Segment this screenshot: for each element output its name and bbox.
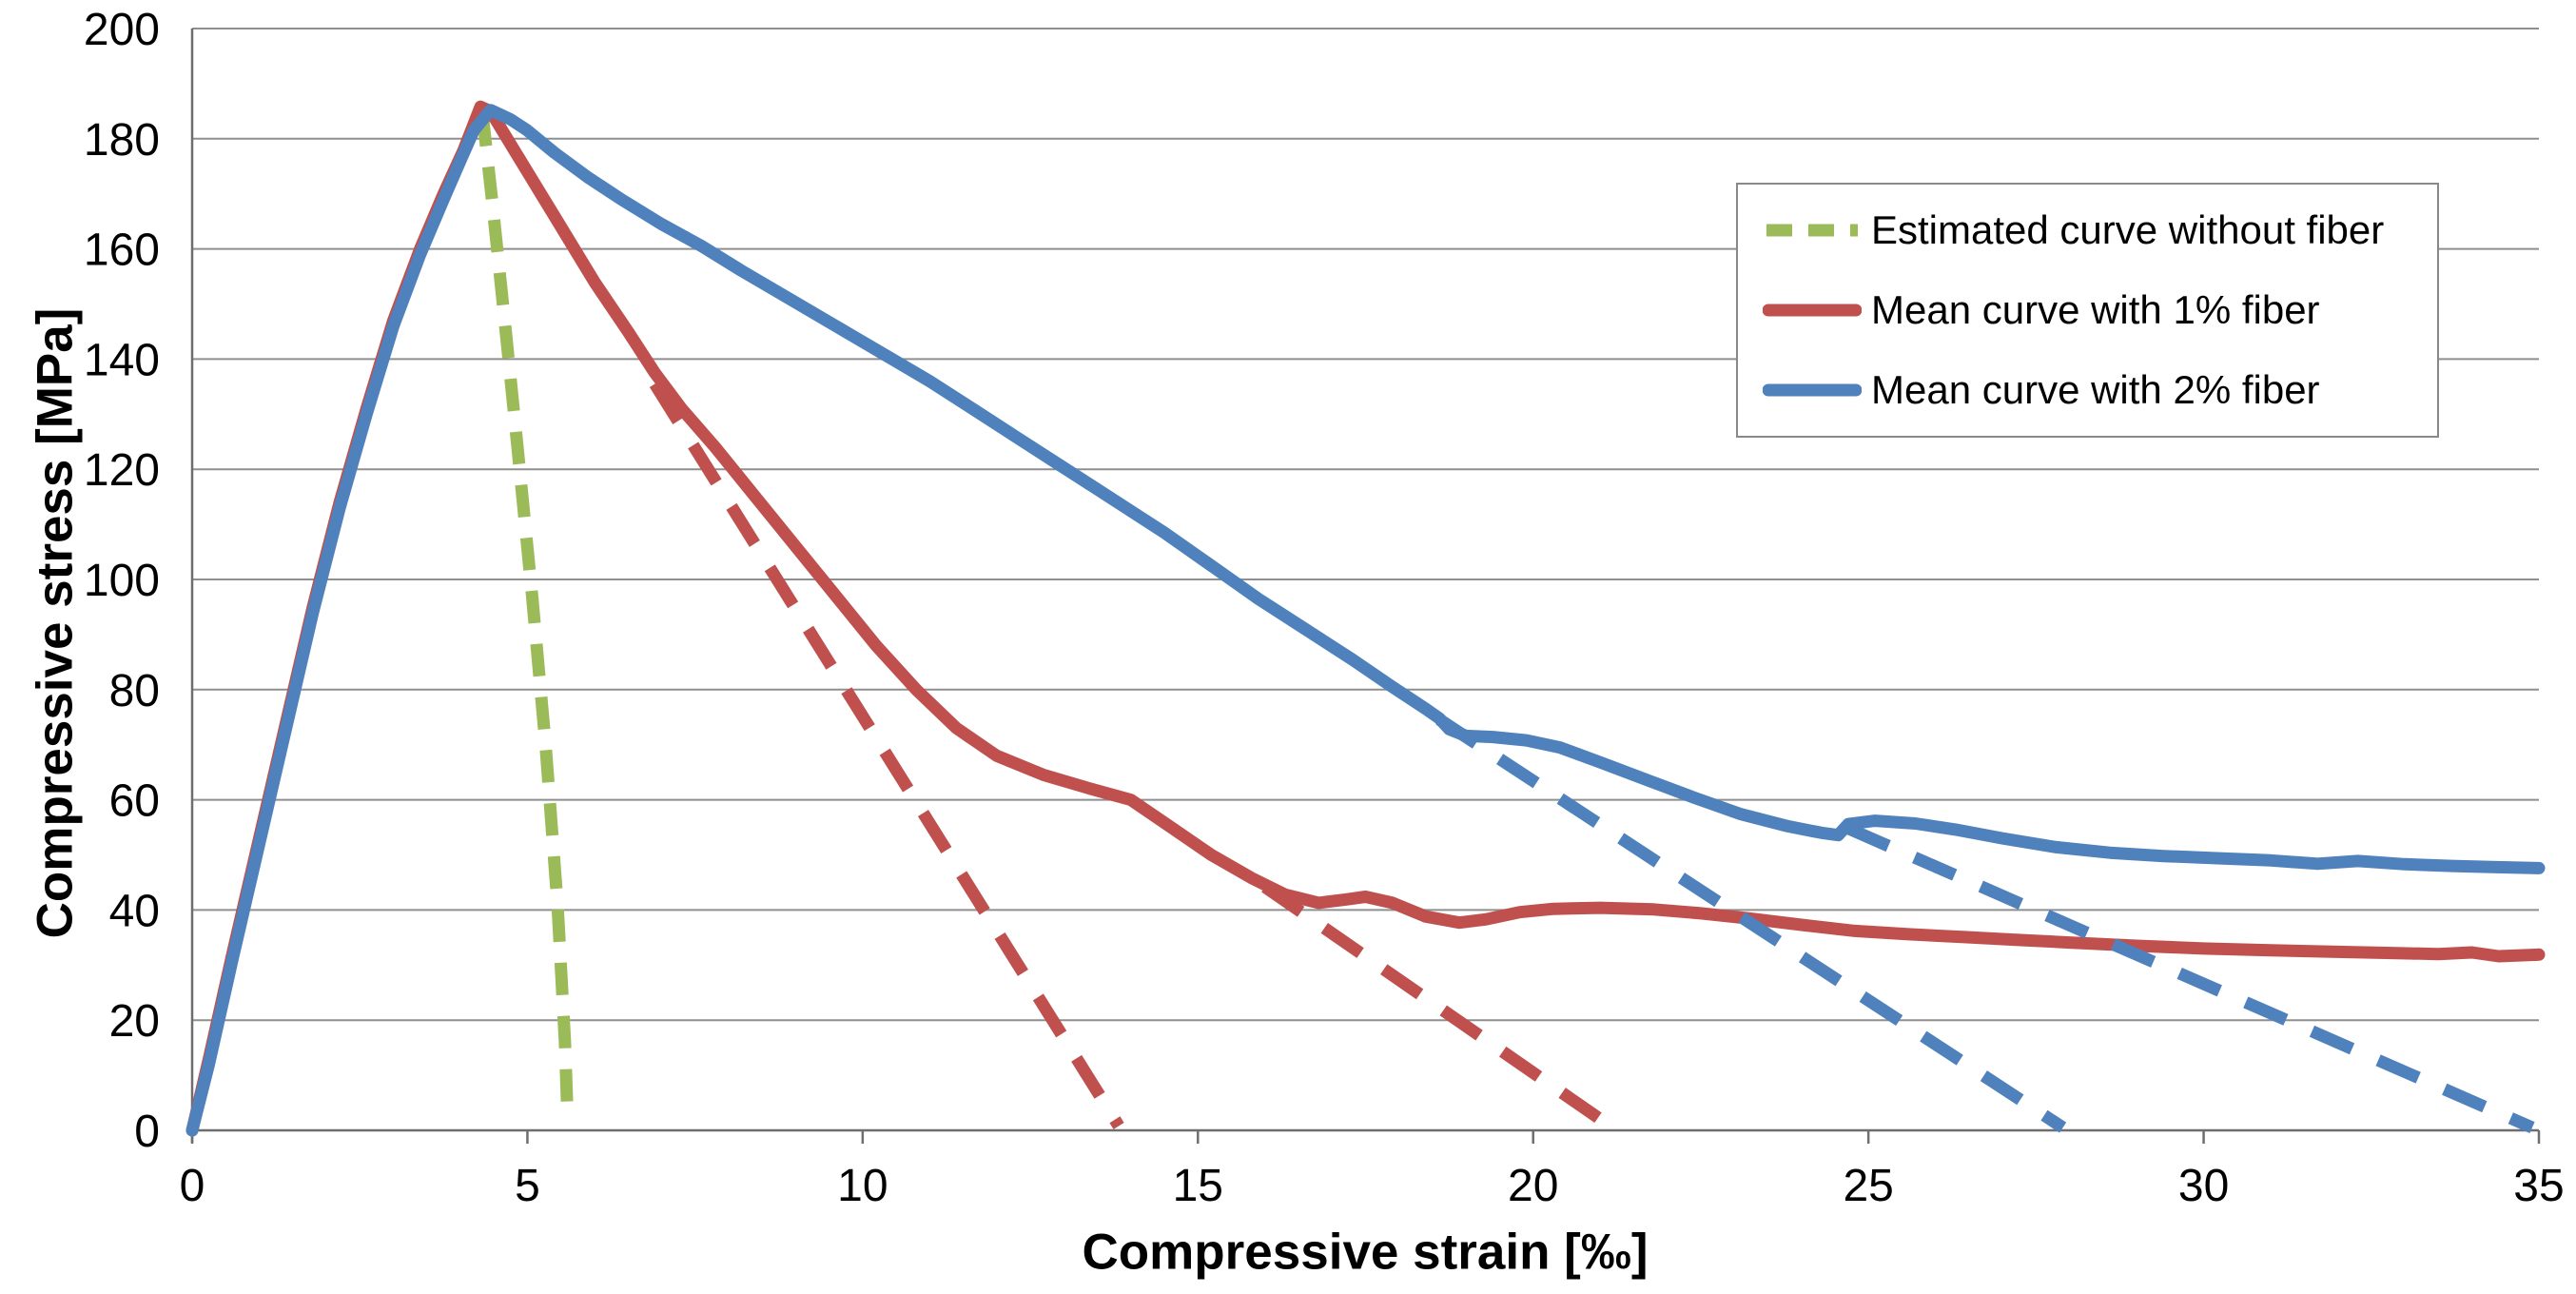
x-tick-label: 25 <box>1843 1161 1893 1211</box>
y-tick-label: 0 <box>134 1107 160 1157</box>
y-tick-label: 40 <box>109 886 160 936</box>
y-tick-label: 100 <box>84 556 160 606</box>
y-axis-title: Compressive stress [MPa] <box>27 307 84 939</box>
series-blue-unloading-branch-2 <box>1845 822 2535 1134</box>
legend-item-mean-1pct-fiber: Mean curve with 1% fiber <box>1763 287 2437 333</box>
x-tick-label: 10 <box>837 1161 888 1211</box>
x-tick-label: 30 <box>2178 1161 2229 1211</box>
legend-item-mean-2pct-fiber: Mean curve with 2% fiber <box>1763 367 2437 413</box>
series-blue-unloading-branch-1 <box>1435 714 2067 1133</box>
y-tick-label: 20 <box>109 996 160 1047</box>
x-tick-label: 0 <box>180 1161 205 1211</box>
series-mean-2pct-fiber <box>185 104 2546 1137</box>
y-tick-label: 160 <box>84 225 160 276</box>
legend-line-sample-blue-solid <box>1763 383 1862 397</box>
series-red-unloading-branch-1 <box>649 381 1124 1129</box>
y-tick-label: 120 <box>84 445 160 496</box>
x-axis-title: Compressive strain [‰] <box>1082 1224 1649 1281</box>
legend-line-sample-red-solid <box>1763 304 1862 317</box>
x-tick-label: 5 <box>515 1161 540 1211</box>
y-tick-label: 80 <box>109 666 160 716</box>
x-tick-label: 15 <box>1173 1161 1223 1211</box>
series-estimated-no-fiber-dashed <box>476 112 575 1120</box>
y-tick-label: 140 <box>84 335 160 385</box>
legend-label: Mean curve with 2% fiber <box>1871 367 2320 412</box>
legend-line-sample-green-dashed <box>1766 224 1858 237</box>
y-tick-label: 180 <box>84 115 160 166</box>
legend-label: Estimated curve without fiber <box>1871 207 2385 252</box>
legend-label: Mean curve with 1% fiber <box>1871 287 2320 332</box>
y-tick-label: 200 <box>84 5 160 55</box>
legend: Estimated curve without fiber Mean curve… <box>1736 183 2439 438</box>
legend-item-estimated-no-fiber: Estimated curve without fiber <box>1763 207 2437 253</box>
x-tick-label: 35 <box>2513 1161 2564 1211</box>
y-tick-label: 60 <box>109 776 160 827</box>
x-tick-label: 20 <box>1508 1161 1558 1211</box>
